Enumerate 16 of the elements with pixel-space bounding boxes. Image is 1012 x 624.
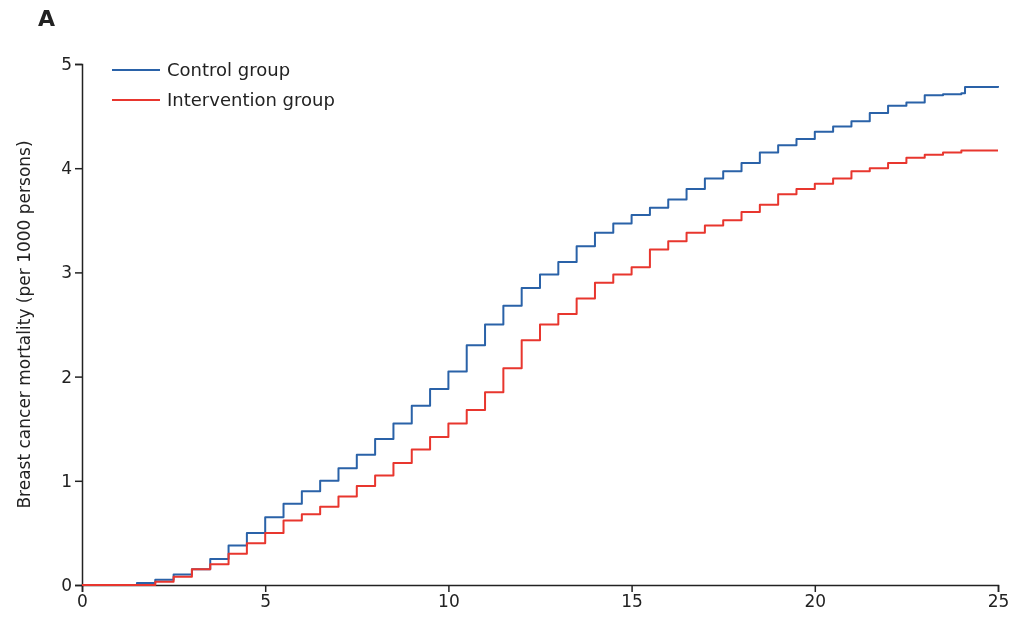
- x-tick-label: 25: [987, 591, 1010, 612]
- y-tick-label: 5: [61, 53, 72, 74]
- legend-label: Control group: [167, 59, 291, 80]
- x-tick-label: 15: [621, 591, 643, 612]
- y-tick-label: 2: [61, 366, 72, 387]
- y-tick-label: 3: [61, 262, 72, 283]
- y-tick-label: 4: [61, 158, 72, 179]
- y-tick-label: 1: [61, 470, 72, 491]
- legend-label: Intervention group: [167, 89, 335, 110]
- y-axis-title: Breast cancer mortality (per 1000 persons): [14, 140, 34, 509]
- x-tick-label: 10: [438, 591, 460, 612]
- x-tick-label: 20: [804, 591, 827, 612]
- y-tick-label: 0: [61, 574, 72, 595]
- x-tick-label: 5: [260, 591, 272, 612]
- x-tick-label: 0: [77, 591, 88, 612]
- chart-title: A: [38, 6, 56, 31]
